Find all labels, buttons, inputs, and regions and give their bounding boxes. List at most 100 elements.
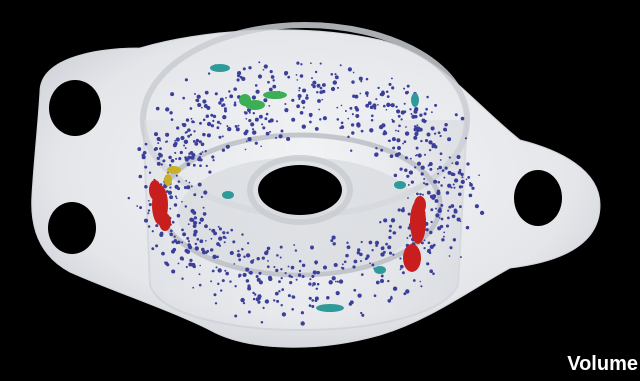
pore-cluster-red-left <box>149 180 171 231</box>
pore-particle <box>203 104 208 108</box>
pore-particle <box>365 103 370 108</box>
pore-particle <box>425 107 428 111</box>
pore-particle <box>335 291 340 296</box>
pore-particle <box>159 147 162 150</box>
pore-particle <box>451 162 454 165</box>
pore-particle <box>471 186 475 190</box>
pore-particle <box>380 246 385 251</box>
pore-particle <box>214 92 218 96</box>
pore-particle <box>205 164 208 168</box>
pore-particle <box>147 212 150 215</box>
pore-particle <box>344 110 347 112</box>
pore-particle <box>458 168 462 172</box>
pore-particle <box>247 286 252 291</box>
pore-particle <box>287 294 291 298</box>
pore-particle <box>190 185 193 188</box>
pore-particle <box>269 70 273 74</box>
pore-particle <box>159 139 161 142</box>
pore-particle <box>316 91 319 94</box>
pore-particle <box>168 155 172 160</box>
pore-particle <box>173 235 176 238</box>
pore-particle <box>176 213 181 218</box>
pore-particle <box>187 223 190 226</box>
pore-particle <box>154 146 158 151</box>
pore-particle <box>431 145 435 149</box>
pore-particle <box>406 174 410 178</box>
pore-particle <box>268 276 273 282</box>
pore-particle <box>474 204 479 209</box>
pore-particle <box>212 119 215 123</box>
pore-particle <box>222 231 226 235</box>
pore-particle <box>183 186 188 190</box>
pore-particle <box>371 263 375 267</box>
pore-particle <box>298 87 301 90</box>
pore-particle <box>230 228 234 232</box>
pore-particle <box>204 224 208 229</box>
pore-particle <box>192 232 197 237</box>
pore-particle <box>388 82 392 86</box>
pore-particle <box>242 301 246 305</box>
pore-particle <box>310 245 314 250</box>
pore-particle <box>260 145 263 148</box>
pore-particle <box>205 114 210 118</box>
pore-particle <box>440 184 443 187</box>
pore-particle <box>193 229 198 234</box>
pore-particle <box>278 280 281 284</box>
pore-particle <box>406 84 410 88</box>
pore-particle <box>391 118 394 121</box>
pore-particle <box>248 66 252 70</box>
pore-particle <box>334 280 337 283</box>
pore-particle <box>354 105 358 110</box>
pore-particle <box>208 170 212 174</box>
pore-particle <box>312 84 316 89</box>
pore-particle <box>212 159 215 162</box>
pore-particle <box>273 299 276 302</box>
pore-particle <box>331 276 336 281</box>
pore-particle <box>216 126 220 130</box>
pore-particle <box>424 183 427 186</box>
pore-particle <box>372 103 377 108</box>
pore-particle <box>148 171 152 174</box>
pore-particle <box>339 126 342 130</box>
pore-particle <box>410 157 412 160</box>
pore-particle <box>255 274 259 279</box>
pore-particle <box>412 279 416 282</box>
pore-particle <box>185 265 188 269</box>
pore-particle <box>305 94 309 97</box>
pore-particle <box>414 131 419 137</box>
pore-particle <box>278 290 281 293</box>
pore-particle <box>169 207 172 210</box>
pore-particle <box>395 129 397 132</box>
pore-particle <box>413 127 418 132</box>
pore-particle <box>403 140 407 144</box>
pore-particle <box>382 132 386 136</box>
pore-particle <box>397 114 401 118</box>
pore-particle <box>428 162 433 166</box>
pore-particle <box>407 212 411 216</box>
pore-particle <box>357 293 362 298</box>
pore-particle <box>392 231 396 235</box>
pore-particle <box>420 165 425 170</box>
pore-particle <box>220 289 223 292</box>
pore-particle <box>194 93 196 95</box>
pore-particle <box>174 141 178 146</box>
pore-particle <box>388 229 392 233</box>
pore-particle <box>392 286 398 291</box>
pore-particle <box>199 164 202 168</box>
pore-particle <box>233 87 237 91</box>
pore-particle <box>388 251 393 255</box>
pore-particle <box>323 265 327 270</box>
pore-particle <box>229 280 232 283</box>
pore-particle <box>242 272 247 277</box>
pore-particle <box>251 95 257 100</box>
pore-particle <box>395 105 398 109</box>
pore-particle <box>175 197 178 200</box>
pore-particle <box>192 286 195 289</box>
pore-particle <box>191 262 196 268</box>
pore-particle <box>181 200 183 203</box>
pore-particle <box>300 311 304 315</box>
pore-particle <box>387 104 390 107</box>
pore-particle <box>440 203 444 207</box>
pore-particle <box>415 154 417 157</box>
pore-particle <box>410 180 414 184</box>
